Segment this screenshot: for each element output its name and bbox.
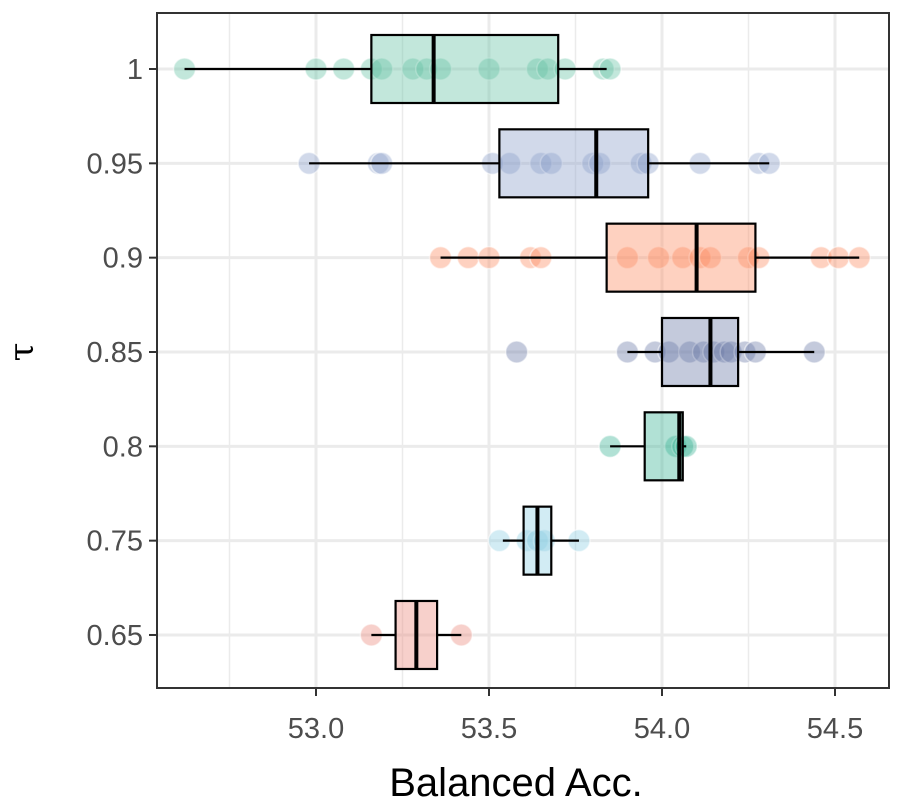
x-tick-label: 53.0 (288, 713, 344, 745)
box (370, 33, 560, 105)
data-point (587, 151, 612, 176)
data-point (581, 151, 605, 176)
y-tick-label: 1 (127, 54, 143, 86)
data-point (671, 245, 695, 270)
y-tick-label: 0.75 (87, 526, 143, 558)
x-tick-label: 54.5 (807, 713, 863, 745)
y-tick-label: 0.65 (87, 620, 143, 652)
y-tick-label: 0.95 (87, 148, 143, 180)
data-point (698, 245, 723, 270)
y-axis: 1 0.95 0.9 0.85 0.8 0.75 0.65 (87, 54, 157, 652)
y-axis-title: τ (2, 343, 42, 362)
data-point (539, 151, 564, 176)
box (660, 316, 740, 388)
boxes-layer (184, 33, 860, 671)
data-point (677, 340, 702, 364)
y-tick-label: 0.8 (103, 431, 143, 463)
x-axis: 53.0 53.5 54.0 54.5 (288, 688, 863, 745)
y-tick-label: 0.85 (87, 337, 143, 369)
data-point (401, 57, 425, 81)
panel-border (156, 12, 890, 689)
box (643, 411, 684, 482)
x-tick-label: 54.0 (634, 713, 690, 745)
y-tick-label: 0.9 (103, 243, 143, 275)
data-point (477, 57, 501, 81)
data-point (712, 340, 737, 364)
box (605, 222, 757, 293)
data-point (504, 340, 529, 364)
x-axis-title: Balanced Acc. (389, 761, 643, 805)
data-point (615, 245, 640, 270)
x-tick-label: 53.5 (461, 713, 517, 745)
data-point (646, 245, 671, 270)
box (498, 128, 650, 199)
